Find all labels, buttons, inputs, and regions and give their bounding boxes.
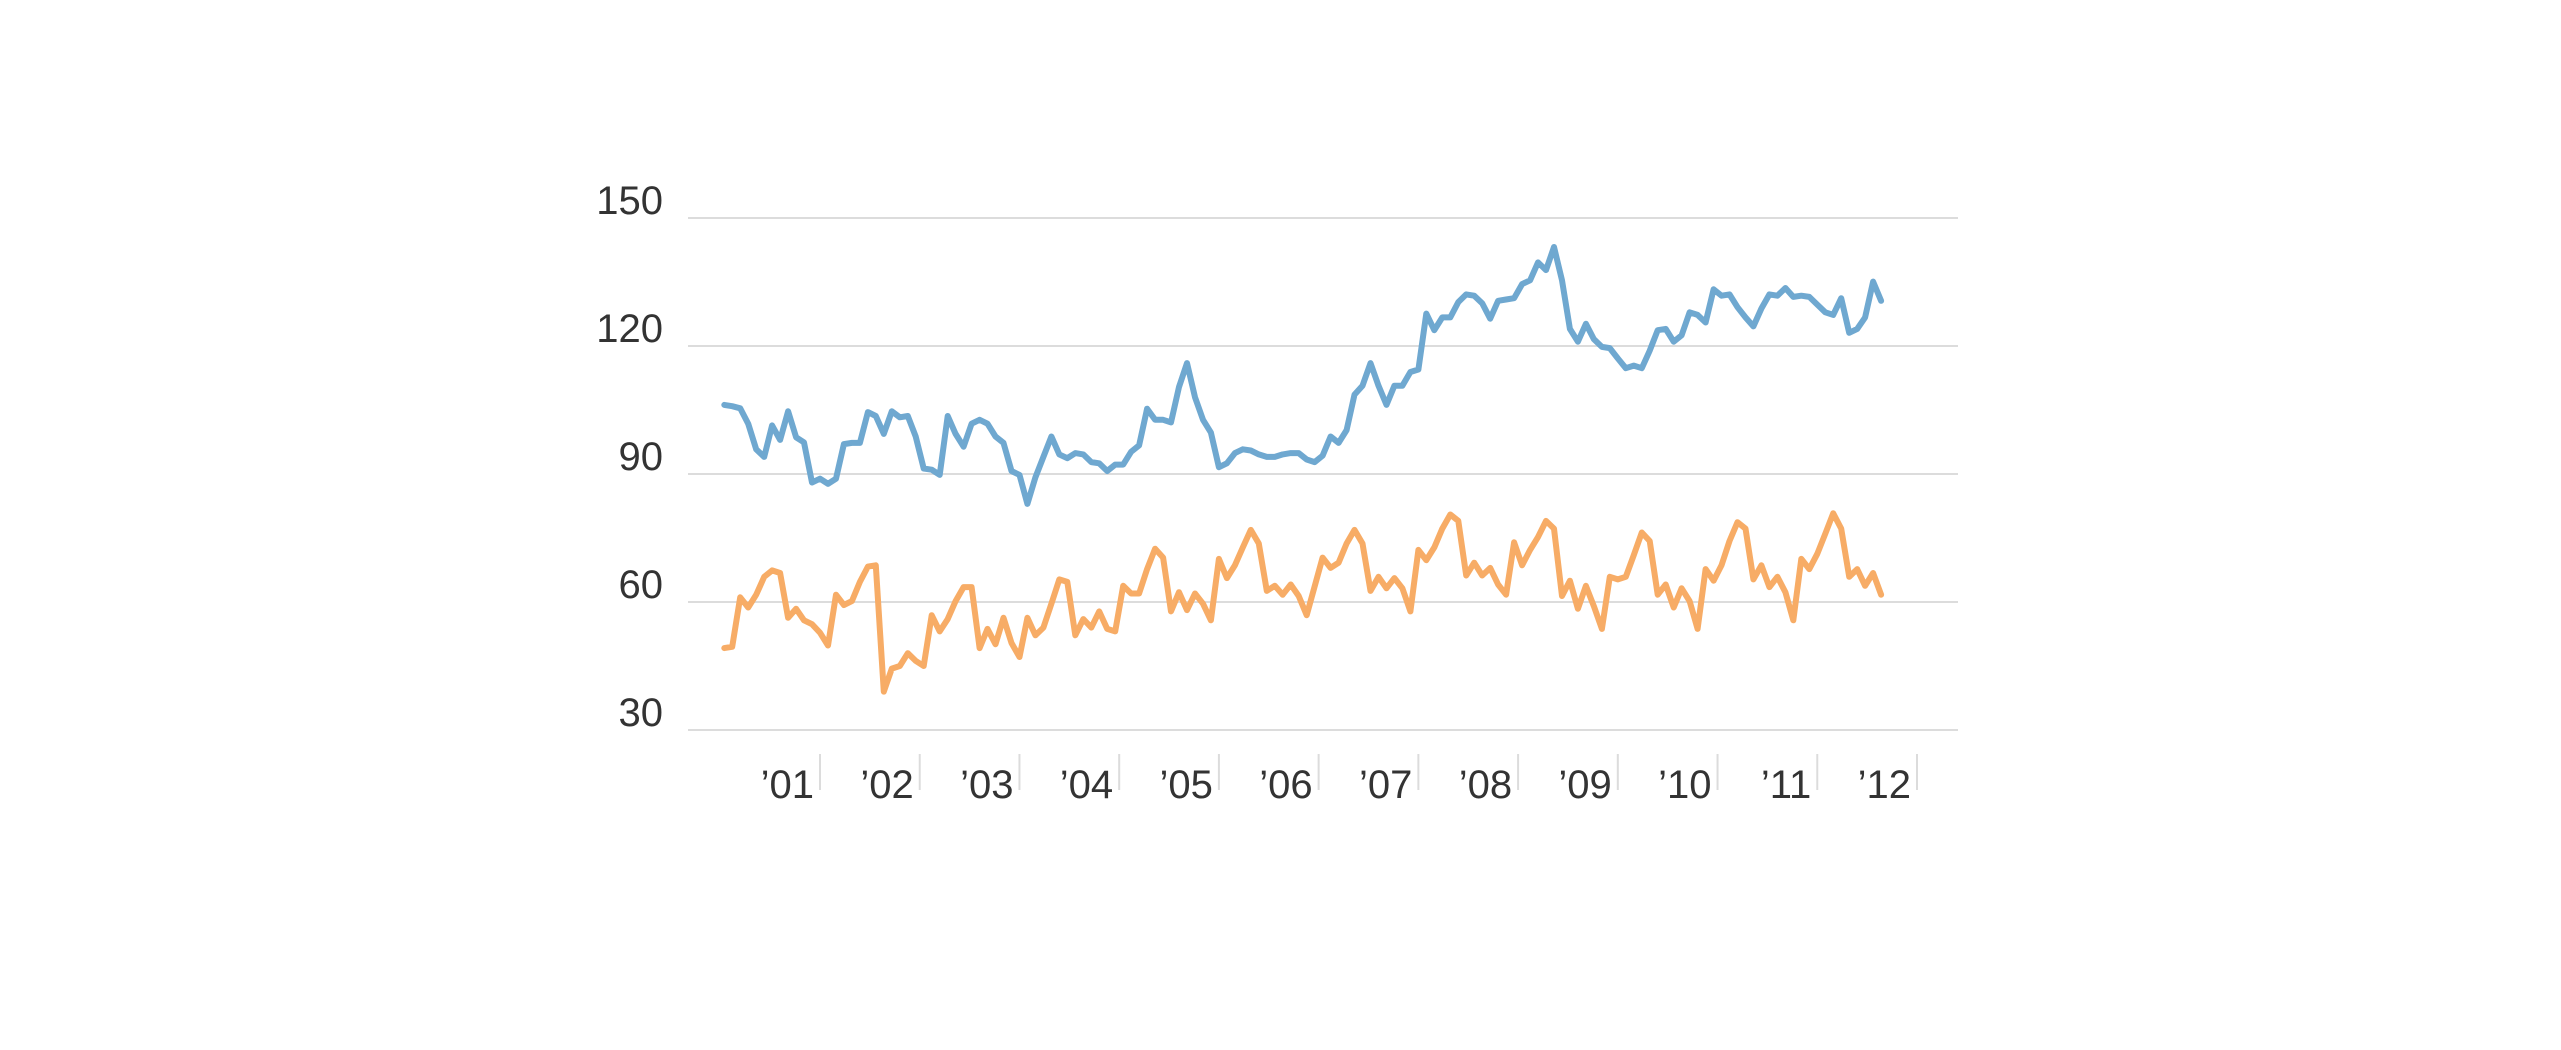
x-tick-label: ’04 — [1060, 763, 1113, 807]
series-line-1 — [721, 244, 1885, 507]
y-axis-labels: 30 60 90 120 150 — [596, 179, 663, 735]
x-tick-label: ’03 — [960, 763, 1013, 807]
x-tick-label: ’05 — [1160, 763, 1213, 807]
x-tick-label: ’09 — [1558, 763, 1611, 807]
x-tick-label: ’07 — [1359, 763, 1412, 807]
y-tick-label: 150 — [596, 179, 663, 223]
series-line-2 — [721, 510, 1885, 695]
x-tick-label: ’06 — [1259, 763, 1312, 807]
x-axis-labels: ’01 ’02 ’03 ’04 ’05 ’06 ’07 ’08 ’09 ’10 ’11 ’12 — [761, 763, 1911, 807]
y-tick-label: 120 — [596, 307, 663, 351]
x-tick-label: ’02 — [860, 763, 913, 807]
x-tick-label: ’01 — [761, 763, 814, 807]
gridlines — [688, 217, 1958, 790]
x-tick-label: ’10 — [1658, 763, 1711, 807]
y-tick-label: 30 — [619, 691, 664, 735]
y-tick-label: 90 — [619, 435, 664, 479]
x-tick-label: ’12 — [1858, 763, 1911, 807]
x-tick-label: ’08 — [1459, 763, 1512, 807]
x-tick-label: ’11 — [1761, 763, 1811, 807]
y-tick-label: 60 — [619, 563, 664, 607]
series-lines — [721, 244, 1885, 695]
